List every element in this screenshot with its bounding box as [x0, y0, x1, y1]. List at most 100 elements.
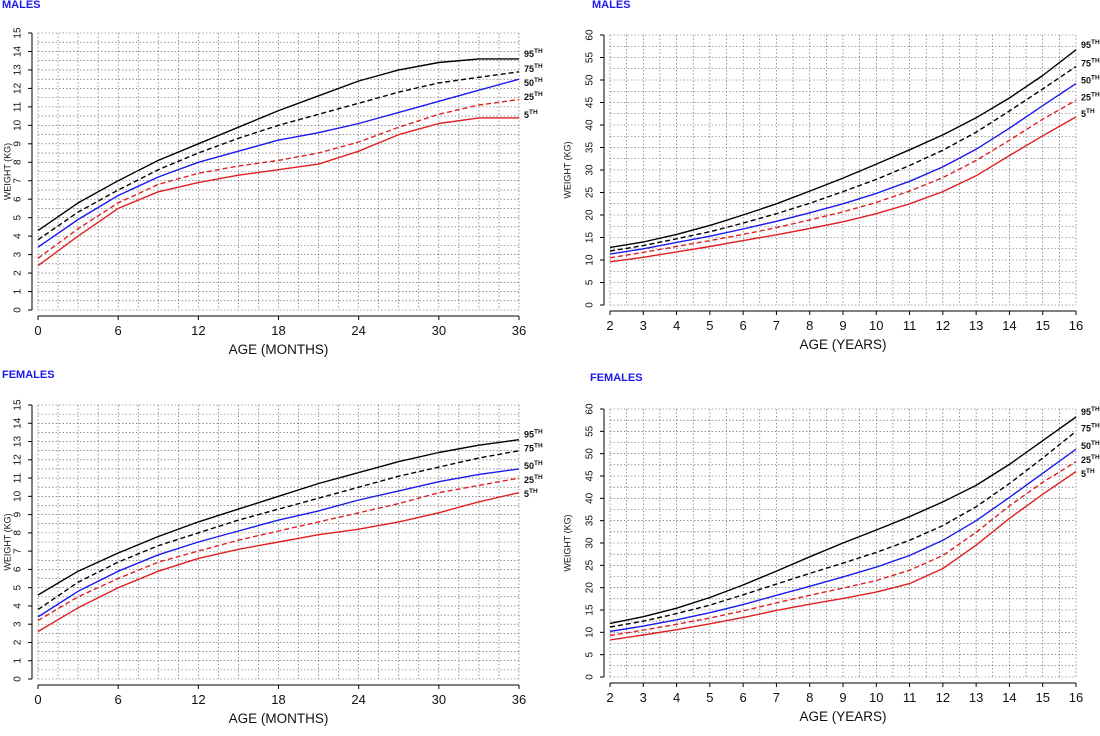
y-tick-label: 25 — [585, 559, 596, 571]
x-tick-label: 6 — [115, 692, 122, 707]
y-tick-label: 7 — [13, 548, 24, 554]
x-tick-label: 7 — [773, 690, 780, 705]
x-axis-label: AGE (MONTHS) — [229, 711, 329, 726]
series-label-number: 95 — [524, 49, 534, 59]
series-label: 25TH — [524, 91, 543, 102]
y-tick-label: 5 — [585, 651, 596, 657]
series-line-p5 — [609, 116, 1077, 263]
series-label: 25TH — [524, 474, 543, 485]
y-tick-label: 35 — [585, 515, 596, 527]
series-line-p50 — [609, 83, 1077, 255]
x-tick-label: 11 — [903, 690, 917, 705]
series-line-p75 — [37, 450, 520, 611]
y-tick-label: 15 — [13, 27, 24, 39]
series-line-p75 — [609, 65, 1077, 252]
x-tick-label: 30 — [432, 323, 446, 338]
x-tick-label: 4 — [673, 318, 680, 333]
x-tick-label: 18 — [271, 692, 285, 707]
x-tick-label: 10 — [869, 318, 883, 333]
series-line-p5 — [37, 117, 519, 267]
x-tick-label: 12 — [936, 690, 950, 705]
x-tick-label: 30 — [432, 692, 446, 707]
series-label-number: 95 — [524, 430, 534, 440]
series-label: 75TH — [1081, 422, 1100, 433]
series-label-suffix: TH — [1091, 454, 1100, 461]
y-tick-label: 11 — [13, 101, 24, 112]
series-label: 50TH — [1081, 440, 1100, 451]
series-label-suffix: TH — [1091, 39, 1100, 46]
x-axis-label: AGE (YEARS) — [799, 337, 886, 352]
y-tick-label: 6 — [13, 196, 24, 202]
chart-panel-females-infant: FEMALES 0 1 2 3 4 5 6 7 8 9 10 11 12 13 14 15 0 6 12 18 24 30… — [0, 368, 550, 736]
x-tick-label: 0 — [34, 692, 41, 707]
series-line-p75 — [37, 71, 520, 241]
series-label-suffix: TH — [1091, 75, 1100, 82]
series-label-number: 50 — [1081, 76, 1091, 86]
series-label: 50TH — [524, 77, 543, 88]
series-label-number: 25 — [1081, 455, 1091, 465]
y-tick-label: 35 — [585, 142, 596, 154]
series-label: 50TH — [524, 460, 543, 471]
y-tick-label: 60 — [585, 29, 596, 41]
x-tick-label: 7 — [773, 318, 780, 333]
series-line-p95 — [609, 49, 1077, 249]
y-tick-label: 45 — [585, 470, 596, 482]
x-tick-label: 5 — [706, 690, 713, 705]
series-line-p25 — [37, 98, 520, 259]
y-tick-label: 50 — [585, 74, 596, 86]
series-label-suffix: TH — [534, 91, 543, 98]
y-tick-label: 3 — [13, 251, 24, 257]
x-tick-label: 8 — [806, 690, 813, 705]
series-label-suffix: TH — [534, 63, 543, 70]
series-line-p50 — [37, 78, 520, 248]
y-tick-label: 40 — [585, 119, 596, 131]
series-label-number: 5 — [524, 489, 529, 499]
x-tick-label: 0 — [34, 323, 41, 338]
y-tick-label: 0 — [13, 676, 24, 682]
x-tick-label: 9 — [839, 318, 846, 333]
x-tick-label: 14 — [1002, 318, 1016, 333]
y-tick-label: 14 — [13, 45, 24, 57]
series-label-suffix: TH — [1091, 422, 1100, 429]
x-tick-label: 14 — [1002, 690, 1016, 705]
series-label-number: 50 — [524, 461, 534, 471]
y-tick-label: 14 — [13, 417, 24, 429]
series-label: 75TH — [524, 443, 543, 454]
y-tick-label: 30 — [585, 164, 596, 176]
y-tick-label: 5 — [585, 279, 596, 285]
series-label-suffix: TH — [529, 109, 538, 116]
y-tick-label: 9 — [13, 141, 24, 147]
x-tick-label: 3 — [640, 318, 647, 333]
series-label-suffix: TH — [1086, 468, 1095, 475]
x-tick-label: 6 — [115, 323, 122, 338]
x-tick-label: 24 — [351, 323, 365, 338]
y-tick-label: 4 — [13, 603, 24, 609]
series-label: 50TH — [1081, 75, 1100, 86]
series-line-p25 — [609, 461, 1077, 637]
x-axis-label: AGE (YEARS) — [799, 709, 886, 724]
y-axis-label: WEIGHT (KG) — [2, 143, 12, 200]
y-tick-label: 10 — [13, 490, 24, 502]
series-label-number: 75 — [524, 444, 534, 454]
y-tick-label: 55 — [585, 425, 596, 437]
series-line-p75 — [609, 430, 1077, 628]
series-label-suffix: TH — [1091, 440, 1100, 447]
y-tick-label: 8 — [13, 530, 24, 536]
y-tick-label: 2 — [13, 639, 24, 645]
x-tick-label: 16 — [1069, 690, 1083, 705]
chart-panel-males-infant: MALES 0 1 2 3 4 5 6 7 8 9 10 11 12 13 14 15 0 6 12 18 24 30 36… — [0, 0, 550, 368]
series-label-number: 5 — [1081, 109, 1086, 119]
y-tick-label: 30 — [585, 537, 596, 549]
y-tick-label: 12 — [13, 454, 24, 466]
y-tick-label: 10 — [13, 119, 24, 131]
series-label: 5TH — [1081, 108, 1095, 119]
y-tick-label: 12 — [13, 82, 24, 94]
series-label-number: 25 — [524, 475, 534, 485]
series-line-p25 — [37, 477, 520, 622]
series-label-number: 50 — [524, 78, 534, 88]
y-tick-label: 1 — [13, 288, 24, 294]
y-axis-label: WEIGHT (KG) — [562, 141, 572, 198]
